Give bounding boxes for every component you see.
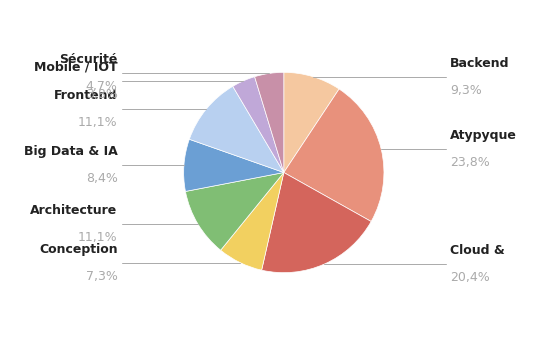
Text: Big Data & IA: Big Data & IA [24,145,118,158]
Text: 11,1%: 11,1% [78,231,118,244]
Text: 23,8%: 23,8% [450,156,490,169]
Wedge shape [262,172,371,273]
Text: Mobile / IOT: Mobile / IOT [34,61,118,74]
Text: 8,4%: 8,4% [86,172,118,185]
Text: Conception: Conception [39,243,118,256]
Wedge shape [284,89,384,221]
Text: 20,4%: 20,4% [450,271,490,284]
Text: 11,1%: 11,1% [78,116,118,129]
Text: Frontend: Frontend [54,89,118,102]
Text: 3,8%: 3,8% [86,88,118,101]
Text: Sécurité: Sécurité [59,53,118,67]
Text: 7,3%: 7,3% [86,269,118,283]
Wedge shape [184,139,284,191]
Text: 4,7%: 4,7% [86,80,118,93]
Text: Cloud &: Cloud & [450,244,505,257]
Wedge shape [284,72,339,172]
Text: Backend: Backend [450,57,510,70]
Wedge shape [189,86,284,172]
Wedge shape [185,172,284,250]
Text: Architecture: Architecture [30,204,118,217]
Wedge shape [233,77,284,172]
Text: Atypyque: Atypyque [450,129,517,142]
Wedge shape [255,72,284,172]
Wedge shape [221,172,284,270]
Text: 9,3%: 9,3% [450,83,482,97]
